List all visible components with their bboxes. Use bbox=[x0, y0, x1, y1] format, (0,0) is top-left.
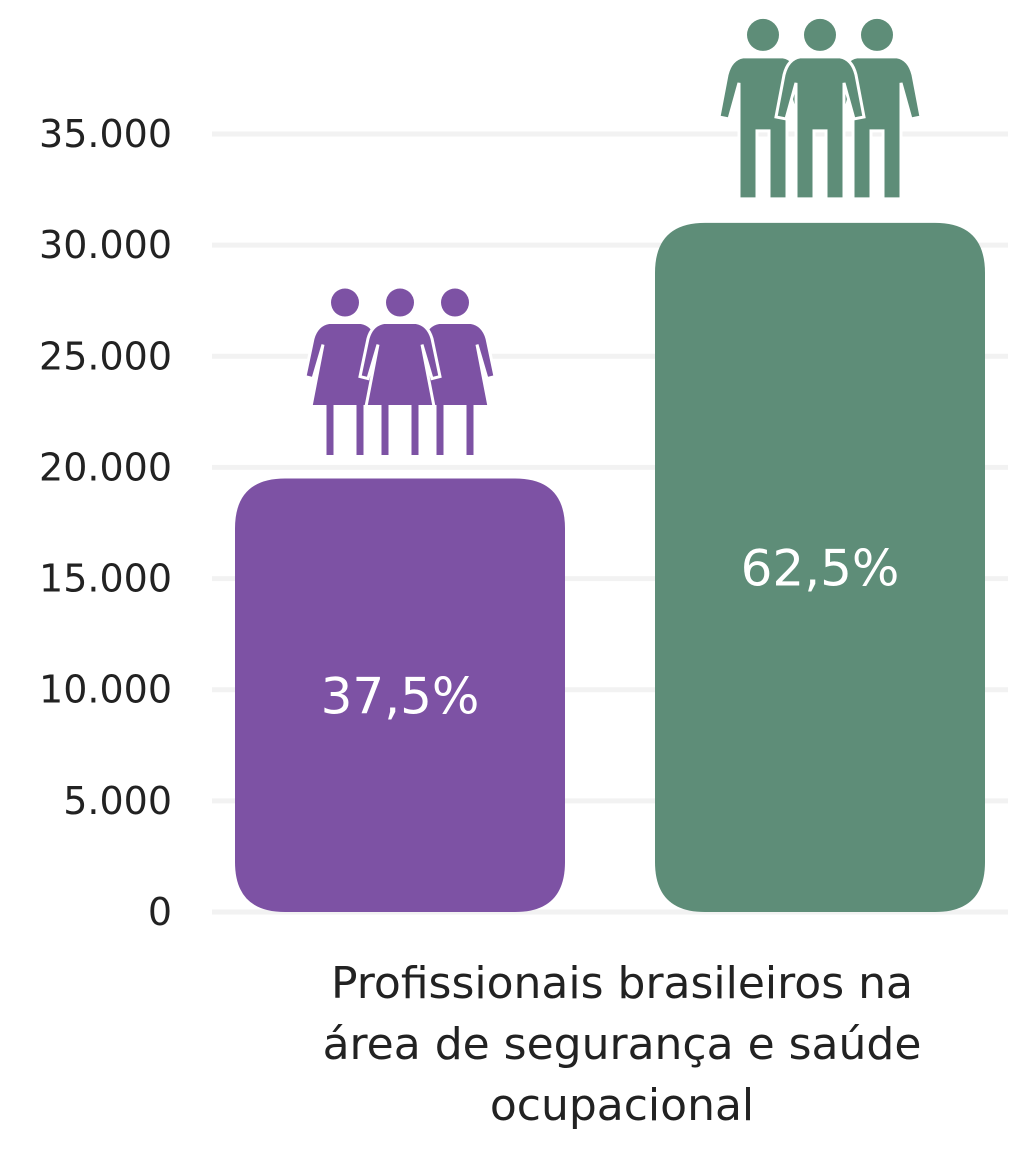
women-group-icon bbox=[303, 288, 497, 459]
category-label-line: ocupacional bbox=[490, 1080, 754, 1131]
category-label-line: Profissionais brasileiros na bbox=[331, 958, 913, 1009]
y-tick-label: 35.000 bbox=[39, 112, 172, 156]
y-tick-label: 5.000 bbox=[63, 779, 172, 823]
bar bbox=[655, 222, 985, 912]
y-axis-ticks: 0 5.000 10.000 15.000 20.000 25.000 30.000 35.0… bbox=[39, 112, 172, 934]
bar-value-label: 62,5% bbox=[741, 539, 900, 597]
bar-value-label: 37,5% bbox=[321, 667, 480, 725]
y-tick-label: 10.000 bbox=[39, 668, 172, 712]
y-tick-label: 0 bbox=[148, 890, 172, 934]
y-tick-label: 30.000 bbox=[39, 223, 172, 267]
bars: 37,5% 62,5% bbox=[235, 18, 985, 912]
men-group-icon bbox=[717, 18, 923, 201]
y-tick-label: 20.000 bbox=[39, 445, 172, 489]
bar bbox=[235, 478, 565, 912]
category-label-line: área de segurança e saúde bbox=[323, 1019, 922, 1070]
category-label: Profissionais brasileiros na área de seg… bbox=[323, 958, 922, 1131]
y-tick-label: 15.000 bbox=[39, 557, 172, 601]
y-tick-label: 25.000 bbox=[39, 334, 172, 378]
